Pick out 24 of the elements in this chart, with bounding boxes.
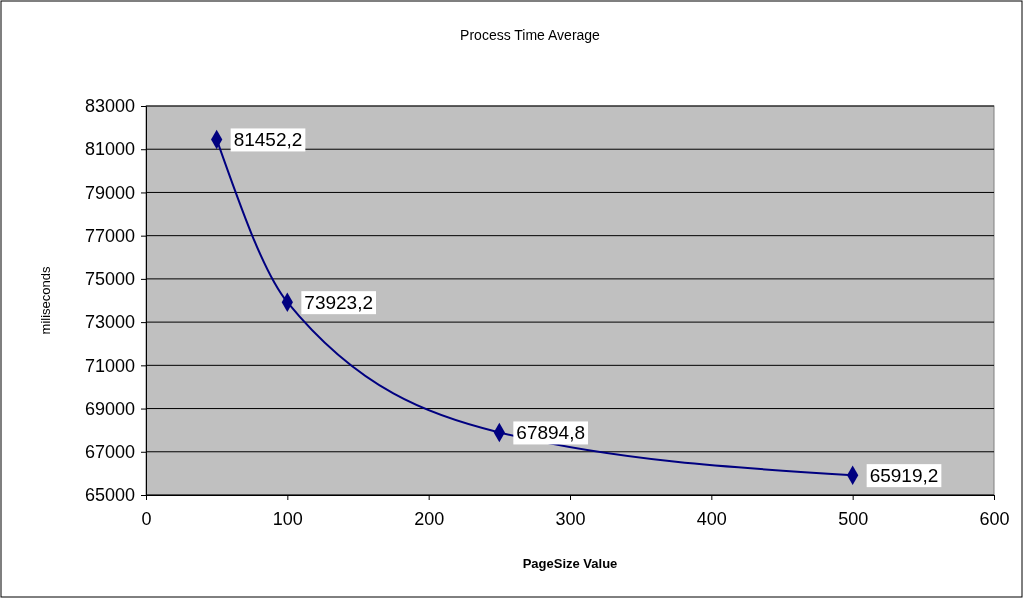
x-tick-label: 600 (979, 508, 1010, 529)
y-tick-label: 67000 (84, 442, 135, 463)
x-axis-title: PageSize Value (522, 556, 618, 571)
y-tick-label: 75000 (84, 269, 135, 290)
y-tick-label: 65000 (84, 485, 135, 506)
x-tick-label: 200 (414, 508, 445, 529)
y-tick-label: 73000 (84, 312, 135, 333)
data-label: 73923,2 (304, 292, 374, 314)
x-tick-label: 100 (272, 508, 303, 529)
data-label: 67894,8 (516, 422, 586, 444)
x-tick-label: 0 (141, 508, 152, 529)
y-tick-label: 79000 (84, 182, 135, 203)
y-axis-title: miliseconds (38, 266, 53, 335)
x-tick-label: 500 (838, 508, 869, 529)
data-label: 65919,2 (869, 465, 939, 487)
y-tick-label: 81000 (84, 139, 135, 160)
x-tick-label: 300 (555, 508, 586, 529)
y-tick-label: 77000 (84, 225, 135, 246)
data-label: 81452,2 (233, 129, 303, 151)
y-tick-label: 83000 (84, 96, 135, 117)
y-tick-label: 71000 (84, 355, 135, 376)
y-tick-label: 69000 (84, 398, 135, 419)
x-tick-label: 400 (696, 508, 727, 529)
chart-title: Process Time Average (460, 27, 601, 43)
